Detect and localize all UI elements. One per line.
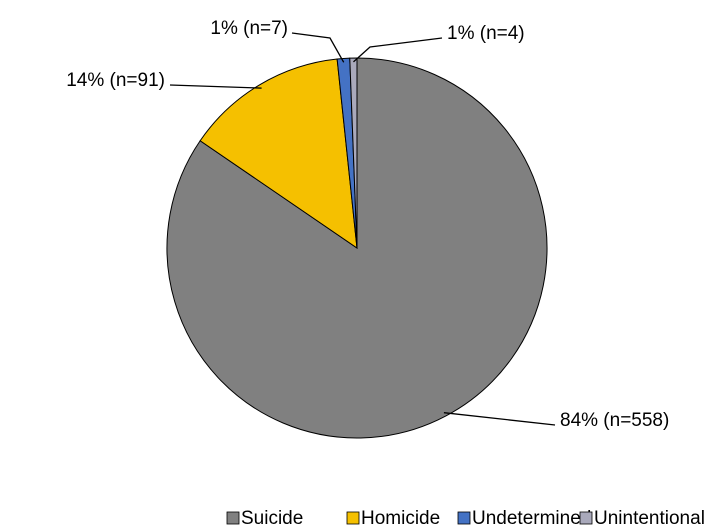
legend-swatch (346, 511, 360, 525)
data-label: 84% (n=558) (560, 410, 669, 431)
data-label: 14% (n=91) (66, 70, 165, 91)
legend-swatch (579, 511, 593, 525)
leader-line (169, 84, 262, 89)
leader-line (291, 32, 345, 63)
pie-slice (199, 58, 358, 250)
legend-label: Homicide (361, 508, 440, 529)
legend-swatch (226, 511, 240, 525)
legend-label: Undetermined (472, 508, 591, 529)
legend-swatch (457, 511, 471, 525)
data-label: 1% (n=4) (447, 23, 525, 44)
leader-line (443, 412, 556, 426)
data-label: 1% (n=7) (210, 18, 288, 39)
leader-line (353, 37, 443, 63)
legend-label: Suicide (241, 508, 303, 529)
legend-label: Unintentional (594, 508, 705, 529)
